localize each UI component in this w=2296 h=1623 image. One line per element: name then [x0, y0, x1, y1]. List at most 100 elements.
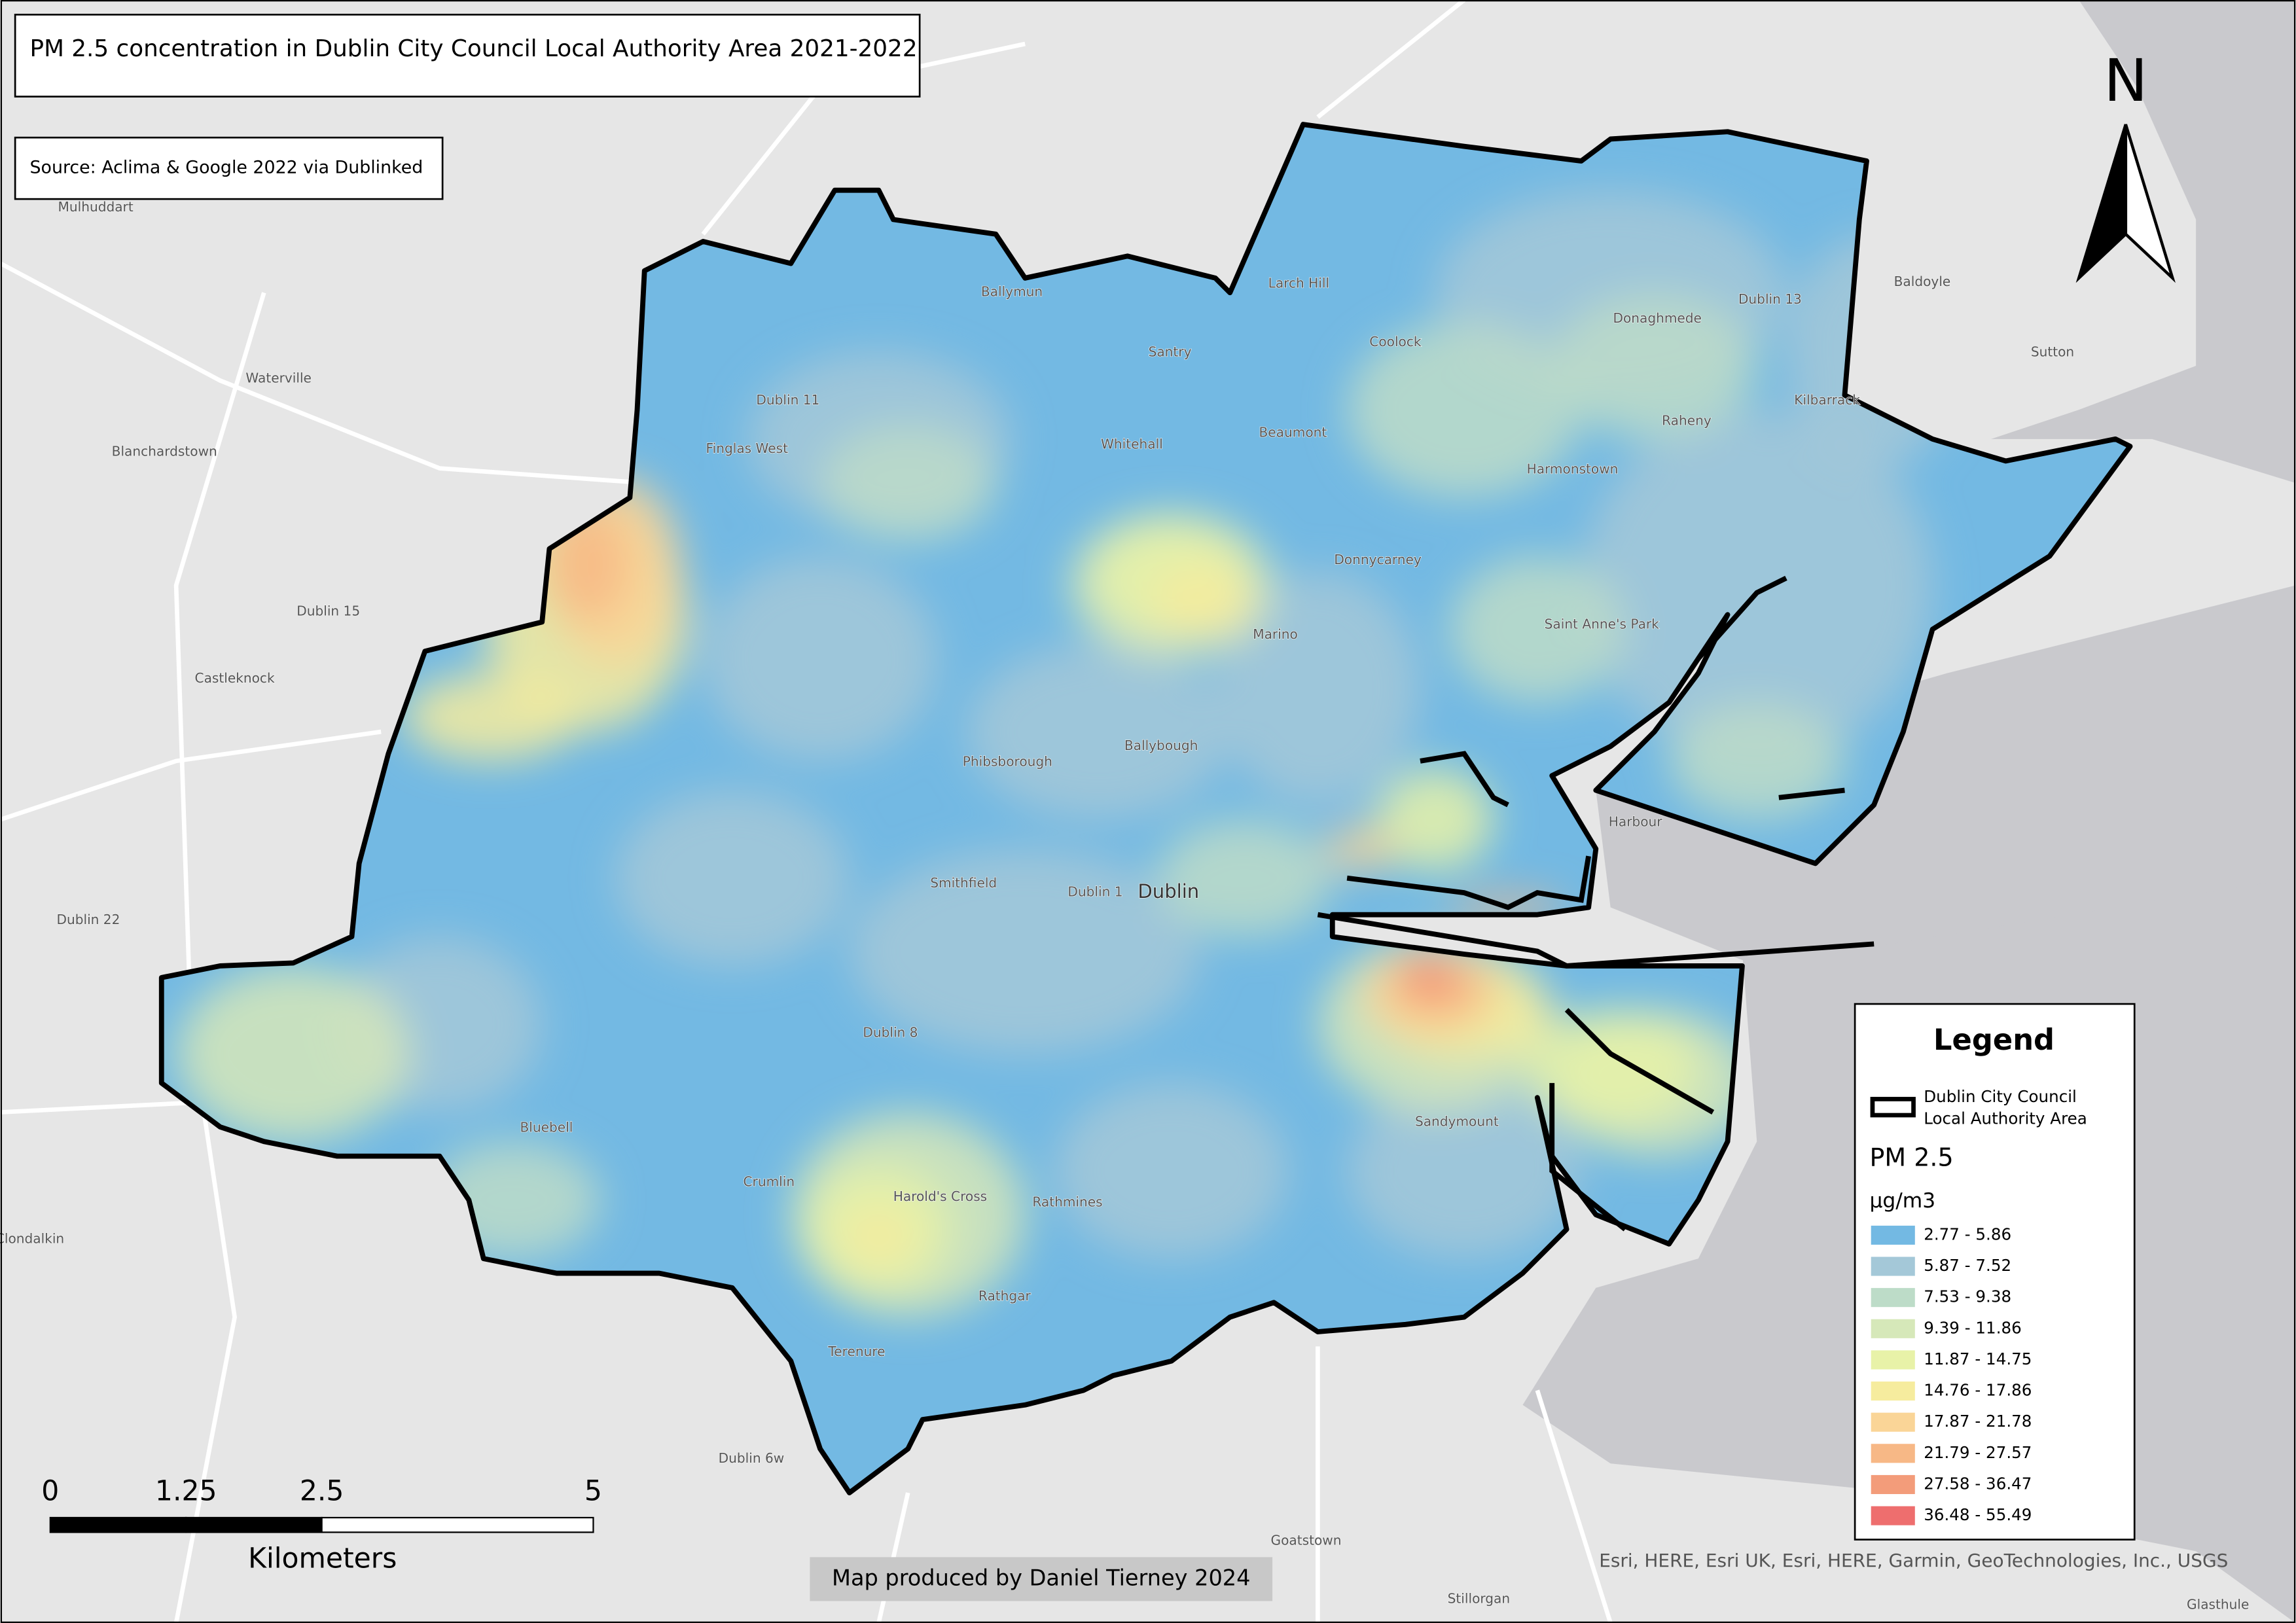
- scale-bar: Kilometers 0 1.25 2.5 5: [41, 1475, 602, 1575]
- map-title: PM 2.5 concentration in Dublin City Coun…: [30, 35, 918, 62]
- place-label: Kilbarrack: [1794, 392, 1860, 408]
- legend-swatch: [1871, 1288, 1915, 1308]
- legend-swatch: [1871, 1474, 1915, 1494]
- place-label: Waterville: [245, 370, 311, 386]
- pm25-zone: [403, 673, 579, 761]
- place-label: Harmonstown: [1527, 461, 1619, 476]
- place-label: Rathgar: [978, 1288, 1031, 1304]
- pm25-zone: [1376, 768, 1494, 871]
- pm25-zone: [842, 1207, 916, 1266]
- place-label: Donaghmede: [1613, 310, 1701, 326]
- legend-swatch: [1871, 1257, 1915, 1276]
- place-label: Clondalkin: [0, 1231, 64, 1247]
- place-label: Smithfield: [930, 875, 997, 891]
- pm25-zone: [849, 849, 1201, 1054]
- place-labels: Mulhuddart Waterville Blanchardstown Dublin…: [0, 198, 2250, 1613]
- credit-box: [810, 1557, 1273, 1601]
- legend-boundary-label: Dublin City Council: [1924, 1087, 2077, 1106]
- pm25-zone: [1347, 321, 1581, 498]
- pm25-zone: [1552, 293, 1757, 439]
- pm25-zone: [1449, 556, 1626, 703]
- pm25-zone: [615, 790, 850, 966]
- legend-swatch: [1871, 1412, 1915, 1432]
- place-label: Coolock: [1369, 334, 1422, 349]
- place-label: Marino: [1253, 626, 1298, 642]
- pm25-zone: [176, 965, 410, 1142]
- place-label: Rathmines: [1032, 1194, 1102, 1210]
- place-label: Ballymun: [981, 284, 1043, 300]
- pm25-zone: [703, 556, 937, 761]
- place-label: Whitehall: [1101, 436, 1163, 452]
- place-label: Crumlin: [744, 1173, 795, 1189]
- legend-label: 2.77 - 5.86: [1924, 1224, 2011, 1243]
- place-label: Phibsborough: [963, 754, 1052, 770]
- arrow-left: [2075, 124, 2128, 283]
- place-label: Dublin 1: [1067, 884, 1122, 900]
- legend-swatch: [1871, 1382, 1915, 1401]
- legend-label: 7.53 - 9.38: [1924, 1287, 2011, 1306]
- place-label: Dublin 6w: [719, 1450, 785, 1466]
- place-label: Saint Anne's Park: [1545, 616, 1660, 632]
- source-box: [14, 136, 444, 200]
- pm25-zone: [1157, 819, 1333, 937]
- scale-segment: [185, 1516, 323, 1533]
- pm25-zone: [1347, 1082, 1581, 1259]
- place-label: Goatstown: [1271, 1532, 1342, 1548]
- place-label: Finglas West: [706, 440, 789, 456]
- title-box: [14, 14, 921, 98]
- scale-unit: Kilometers: [248, 1543, 397, 1575]
- legend-swatch: [1871, 1506, 1915, 1525]
- pm25-zone: [966, 643, 1230, 820]
- place-label: Dublin 11: [756, 392, 819, 408]
- scale-tick-label: 0: [41, 1475, 59, 1507]
- place-label: Castleknock: [195, 670, 275, 686]
- port-boundary: [1317, 575, 1874, 1232]
- place-label: Donnycarney: [1334, 552, 1422, 567]
- road: [0, 729, 382, 822]
- place-label: Terenure: [827, 1344, 885, 1359]
- place-label: Glasthule: [2187, 1597, 2249, 1613]
- pm25-zone: [820, 424, 996, 542]
- legend-label: 21.79 - 27.57: [1924, 1443, 2032, 1462]
- credit: Map produced by Daniel Tierney 2024: [832, 1565, 1250, 1590]
- scale-tick-label: 2.5: [300, 1475, 344, 1507]
- pm25-zone: [1325, 827, 1399, 871]
- bay: [1596, 585, 2296, 966]
- scale-tick-label: 5: [584, 1475, 602, 1507]
- scale-tick-label: 1.25: [155, 1475, 217, 1507]
- legend-unit: µg/m3: [1869, 1189, 1935, 1213]
- legend-title: Legend: [1933, 1022, 2054, 1057]
- place-label: Dublin 15: [296, 603, 360, 618]
- road: [0, 261, 645, 486]
- scale-segment: [49, 1516, 187, 1533]
- legend-swatch: [1871, 1225, 1915, 1245]
- port-outline: [1346, 855, 1591, 910]
- place-label: Sandymount: [1415, 1114, 1499, 1130]
- port-outline: [1564, 1008, 1715, 1115]
- place-label: Larch Hill: [1268, 275, 1329, 291]
- legend-boundary-label: Local Authority Area: [1924, 1109, 2087, 1128]
- legend-label: 14.76 - 17.86: [1924, 1381, 2032, 1400]
- pm25-zone: [1149, 563, 1252, 637]
- sea: [1991, 0, 2296, 483]
- legend: Legend Dublin City Council Local Authori…: [1854, 1003, 2136, 1541]
- place-label: Mulhuddart: [58, 199, 134, 215]
- place-label: Sutton: [2031, 344, 2074, 359]
- north-arrow: N: [2075, 47, 2176, 283]
- legend-label: 9.39 - 11.86: [1924, 1318, 2022, 1337]
- place-label: Baldoyle: [1894, 274, 1951, 289]
- place-label: Blanchardstown: [112, 444, 217, 459]
- legend-label: 27.58 - 36.47: [1924, 1474, 2032, 1493]
- legend-label: 5.87 - 7.52: [1924, 1256, 2011, 1275]
- legend-swatch: [1871, 1319, 1915, 1338]
- legend-label: 17.87 - 21.78: [1924, 1412, 2032, 1431]
- pm25-zone: [1412, 959, 1443, 987]
- place-label: Harbour: [1609, 813, 1663, 829]
- legend-field: PM 2.5: [1869, 1143, 1953, 1172]
- port-outline: [1549, 1082, 1627, 1232]
- legend-label: 36.48 - 55.49: [1924, 1505, 2032, 1524]
- north-label: N: [2104, 47, 2147, 115]
